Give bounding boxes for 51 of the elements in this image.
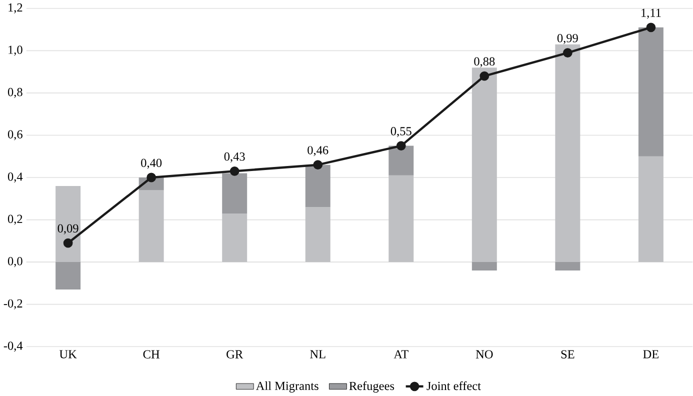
bar — [472, 68, 497, 262]
x-tick-label: AT — [394, 350, 408, 359]
legend-label: All Migrants — [256, 382, 318, 393]
y-tick-label: 1,0 — [8, 46, 22, 56]
bar — [56, 186, 81, 262]
bar — [388, 176, 414, 262]
point — [146, 173, 156, 182]
data-label: 0,46 — [308, 146, 328, 156]
bar — [56, 262, 81, 290]
bar — [305, 165, 330, 208]
bar — [555, 44, 580, 262]
bar — [555, 262, 580, 271]
bar — [305, 207, 330, 262]
bar — [638, 156, 664, 262]
data-label: 0,55 — [390, 127, 412, 138]
bar — [222, 173, 248, 214]
legend-label: Refugees — [349, 382, 394, 393]
point — [230, 166, 240, 176]
bar — [388, 146, 414, 176]
x-tick-label: DE — [643, 350, 658, 358]
y-tick-label: 0,4 — [8, 172, 23, 183]
y-tick-label: 0,2 — [8, 214, 22, 226]
x-tick-label: SE — [561, 350, 574, 359]
data-label: 0,43 — [224, 152, 245, 163]
bar — [472, 262, 497, 271]
point — [396, 141, 406, 151]
data-label: 0,40 — [141, 158, 162, 170]
x-tick-label: NL — [310, 350, 326, 358]
data-label: 0,99 — [557, 34, 578, 44]
y-tick-label: 0,0 — [8, 257, 22, 268]
bar — [638, 28, 664, 157]
point — [562, 48, 572, 58]
y-tick-label: 0,6 — [8, 130, 22, 140]
point — [480, 72, 490, 81]
bar — [222, 214, 248, 262]
point — [63, 238, 73, 248]
y-tick-label: -0,4 — [4, 342, 23, 352]
data-label: 0,09 — [58, 224, 78, 235]
point — [313, 160, 323, 170]
data-label: 0,88 — [474, 58, 495, 68]
bar — [138, 190, 164, 262]
x-tick-label: CH — [143, 350, 160, 359]
y-tick-label: -0,2 — [4, 300, 22, 310]
x-tick-label: UK — [59, 350, 77, 359]
point — [646, 22, 656, 32]
y-tick-label: 1,2 — [8, 4, 22, 14]
data-label: 1,11 — [642, 8, 661, 19]
x-tick-label: GR — [226, 350, 244, 359]
legend-label: Joint effect — [426, 382, 481, 390]
x-tick-label: NO — [476, 350, 493, 359]
y-tick-label: 0,8 — [8, 88, 22, 98]
